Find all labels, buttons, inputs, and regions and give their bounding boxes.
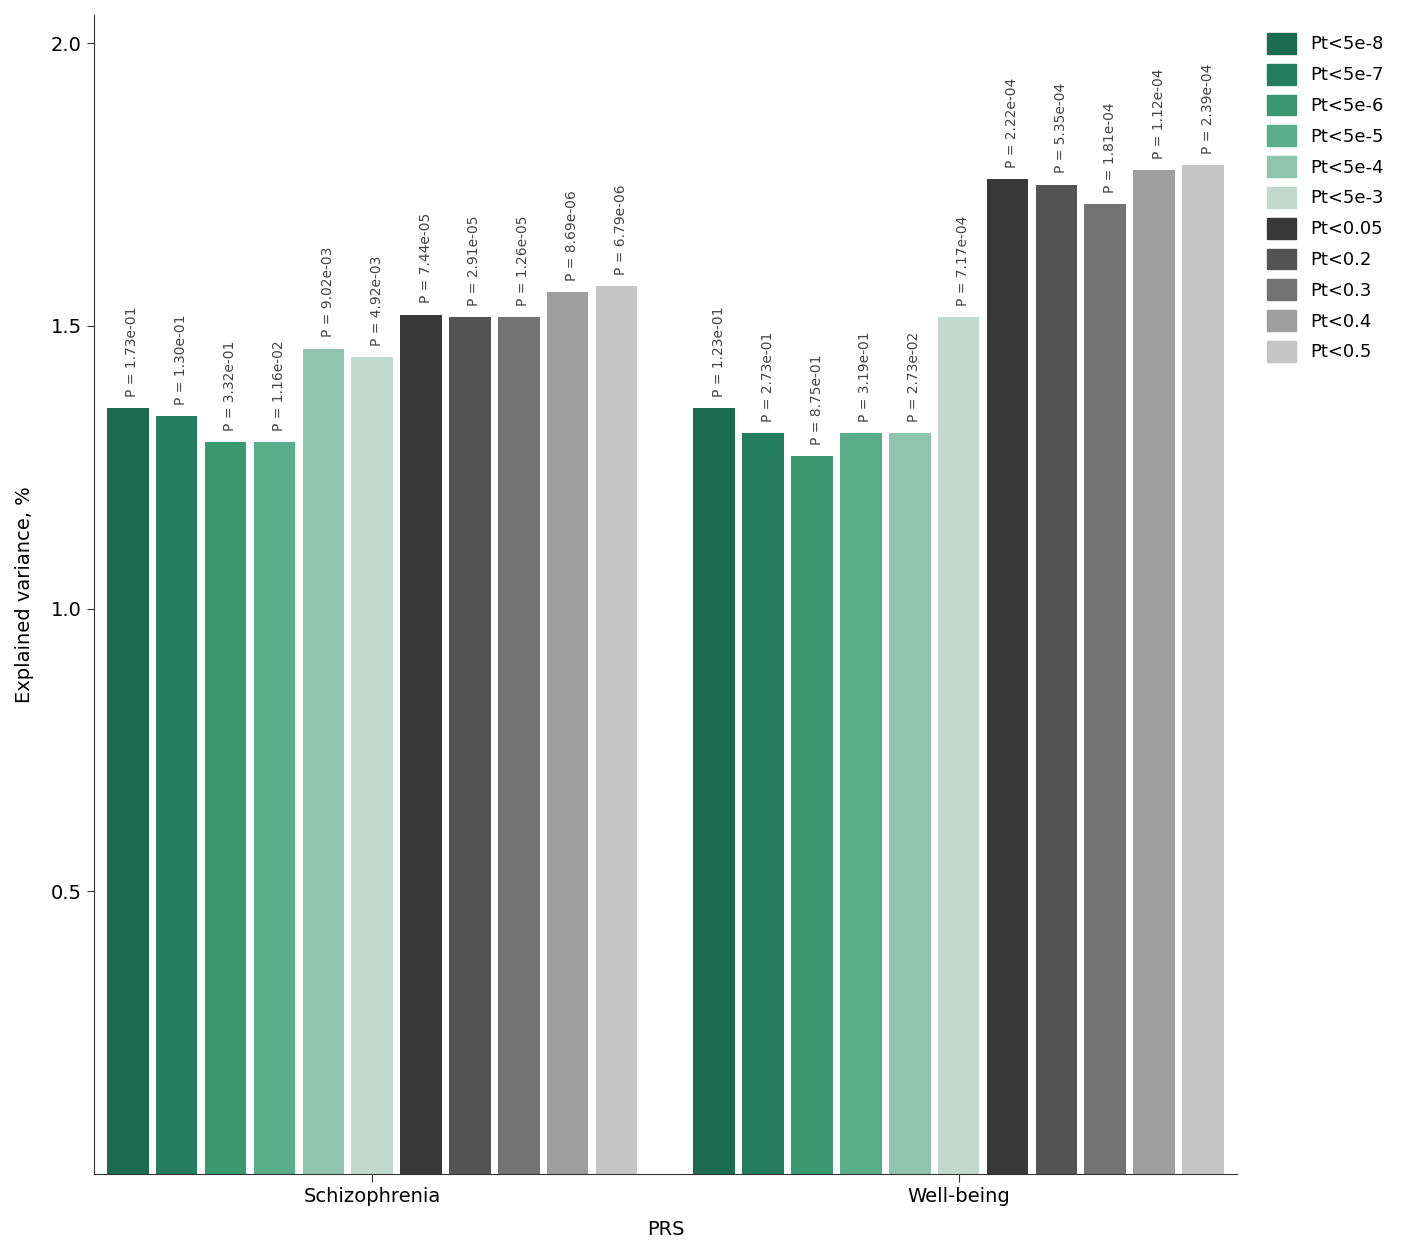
Bar [400, 315, 442, 1174]
Bar [498, 317, 539, 1174]
Text: P = 4.92e-03: P = 4.92e-03 [370, 256, 384, 346]
Text: P = 2.39e-04: P = 2.39e-04 [1200, 63, 1214, 153]
Bar [1182, 164, 1224, 1174]
Bar [986, 179, 1029, 1174]
Text: P = 1.26e-05: P = 1.26e-05 [516, 216, 530, 306]
Text: P = 2.91e-05: P = 2.91e-05 [467, 216, 481, 306]
Bar [1085, 204, 1126, 1174]
Legend: Pt<5e-8, Pt<5e-7, Pt<5e-6, Pt<5e-5, Pt<5e-4, Pt<5e-3, Pt<0.05, Pt<0.2, Pt<0.3, P: Pt<5e-8, Pt<5e-7, Pt<5e-6, Pt<5e-5, Pt<5… [1258, 24, 1393, 371]
Text: P = 1.16e-02: P = 1.16e-02 [272, 340, 286, 430]
Text: P = 1.23e-01: P = 1.23e-01 [712, 306, 726, 396]
Text: P = 1.73e-01: P = 1.73e-01 [125, 306, 139, 396]
Text: P = 2.73e-02: P = 2.73e-02 [908, 332, 922, 423]
Bar [107, 408, 149, 1174]
Bar [889, 434, 930, 1174]
Bar [743, 434, 784, 1174]
Text: P = 8.69e-06: P = 8.69e-06 [566, 189, 580, 281]
Bar [840, 434, 882, 1174]
Text: P = 7.44e-05: P = 7.44e-05 [419, 213, 432, 303]
Bar [156, 416, 197, 1174]
Bar [449, 317, 491, 1174]
Text: P = 1.30e-01: P = 1.30e-01 [174, 315, 189, 405]
Bar [253, 441, 295, 1174]
Bar [595, 286, 637, 1174]
Text: P = 2.22e-04: P = 2.22e-04 [1005, 78, 1019, 168]
X-axis label: PRS: PRS [647, 1220, 684, 1239]
Bar [547, 292, 588, 1174]
Text: P = 2.73e-01: P = 2.73e-01 [761, 331, 775, 423]
Text: P = 7.17e-04: P = 7.17e-04 [957, 216, 971, 306]
Bar [205, 441, 246, 1174]
Bar [694, 408, 734, 1174]
Text: P = 1.81e-04: P = 1.81e-04 [1103, 103, 1117, 193]
Bar [303, 349, 345, 1174]
Bar [938, 317, 979, 1174]
Text: P = 1.12e-04: P = 1.12e-04 [1152, 69, 1165, 159]
Text: P = 3.32e-01: P = 3.32e-01 [224, 340, 238, 430]
Text: P = 9.02e-03: P = 9.02e-03 [321, 247, 335, 337]
Text: P = 5.35e-04: P = 5.35e-04 [1054, 83, 1068, 173]
Bar [352, 357, 393, 1174]
Text: P = 6.79e-06: P = 6.79e-06 [613, 184, 628, 275]
Bar [1036, 184, 1078, 1174]
Text: P = 3.19e-01: P = 3.19e-01 [858, 331, 872, 423]
Bar [1133, 171, 1175, 1174]
Text: P = 8.75e-01: P = 8.75e-01 [809, 354, 823, 445]
Y-axis label: Explained variance, %: Explained variance, % [15, 487, 34, 702]
Bar [791, 456, 833, 1174]
